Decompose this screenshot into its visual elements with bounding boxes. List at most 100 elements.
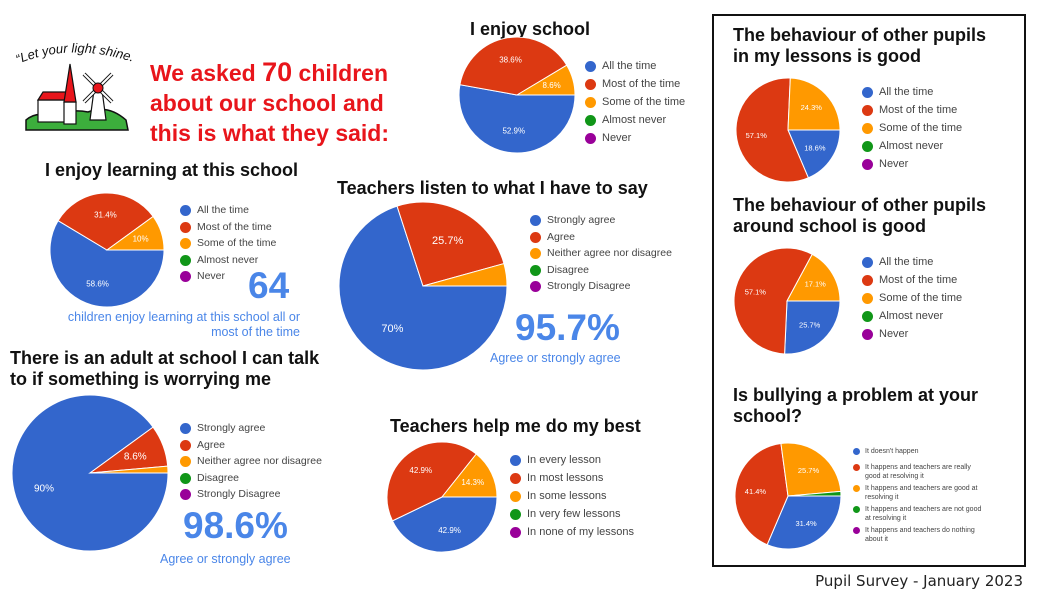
- slice-label: 8.6%: [543, 81, 561, 90]
- legend-dot-icon: [530, 281, 541, 292]
- headline-count: 70: [262, 57, 293, 87]
- legend-dot-icon: [862, 293, 873, 304]
- legend-label: Agree: [197, 438, 226, 451]
- legend-label: Never: [879, 328, 909, 340]
- legend-label: It doesn't happen: [865, 448, 919, 455]
- legend-item: Disagree: [530, 264, 672, 281]
- stat-caption: Agree or strongly agree: [490, 351, 621, 365]
- legend-label: Some of the time: [879, 292, 963, 304]
- legend-label: Disagree: [197, 471, 240, 484]
- chart-title: Is bullying a problem at your school?: [733, 385, 978, 427]
- pie-slice-1: [766, 495, 841, 549]
- chart-title: The behaviour of other pupils around sch…: [733, 195, 986, 237]
- legend-label: Agree: [547, 230, 576, 243]
- chart-title: I enjoy school: [470, 19, 591, 39]
- legend-label: In some lessons: [527, 490, 607, 502]
- legend-item: Never: [585, 132, 685, 150]
- legend-label: Strongly agree: [197, 422, 266, 434]
- legend-dot-icon: [862, 105, 873, 116]
- pie-slice-2: [396, 202, 505, 287]
- legend-label: It happens and teachers do nothing about…: [865, 527, 975, 543]
- chart-title-line: The behaviour of other pupils: [733, 25, 987, 45]
- pie-chart-adult-to-talk-to: 90% 8.6%: [12, 395, 168, 551]
- legend-item: Neither agree nor disagree: [180, 455, 322, 472]
- chart-title: I enjoy learning at this school: [45, 160, 299, 180]
- legend-label: Most of the time: [879, 274, 958, 286]
- legend-item: Most of the time: [862, 274, 962, 292]
- legend-item: Never: [862, 328, 962, 346]
- legend-label: Most of the time: [197, 220, 272, 233]
- legend-label: Most of the time: [879, 104, 958, 116]
- slice-label: 38.6%: [499, 55, 522, 64]
- chart-title: There is an adult at school I can talk t…: [10, 348, 319, 390]
- legend-label: It happens and teachers are really good …: [865, 464, 971, 480]
- legend-item: In none of my lessons: [510, 526, 634, 544]
- stat-value: 64: [248, 265, 290, 306]
- chart-title-line: around school is good: [733, 216, 926, 236]
- legend-item: Agree: [530, 231, 672, 248]
- pie-chart-behaviour-around-school: 25.7% 57.1% 17.1%: [734, 248, 840, 354]
- legend-label: All the time: [879, 256, 934, 268]
- legend-item: It happens and teachers are good at reso…: [853, 484, 988, 502]
- slice-label: 57.1%: [746, 131, 768, 140]
- legend-label: In none of my lessons: [527, 526, 635, 538]
- legend-dot-icon: [530, 248, 541, 259]
- legend-item: Most of the time: [862, 104, 962, 122]
- legend-dot-icon: [180, 439, 191, 451]
- pie-slice-3: [787, 78, 840, 131]
- legend: All the time Most of the time Some of the …: [862, 256, 962, 346]
- pie-slice-2: [735, 443, 789, 546]
- slice-label: 25.7%: [432, 235, 463, 247]
- legend-item: Disagree: [180, 472, 322, 489]
- legend-item: Almost never: [862, 310, 962, 328]
- legend-label: All the time: [602, 60, 657, 72]
- stat-caption: Agree or strongly agree: [160, 552, 291, 566]
- legend-label: It happens and teachers are good at reso…: [865, 485, 978, 501]
- pie-slice-1: [50, 219, 164, 307]
- slice-label: 90%: [34, 483, 54, 494]
- legend-dot-icon: [862, 329, 873, 340]
- legend: All the time Most of the time Some of the …: [862, 86, 962, 176]
- legend-dot-icon: [585, 97, 596, 108]
- legend-item: All the time: [862, 256, 962, 274]
- legend-dot-icon: [862, 123, 873, 134]
- legend-dot-icon: [510, 509, 521, 520]
- legend-dot-icon: [585, 79, 596, 90]
- pie-slice-3: [786, 253, 840, 302]
- legend-dot-icon: [862, 275, 873, 286]
- pie-slice-3: [780, 443, 841, 497]
- slice-label: 31.4%: [94, 210, 117, 219]
- headline-text: this is what they said:: [150, 120, 389, 146]
- legend-label: Some of the time: [879, 122, 963, 134]
- legend-label: In very few lessons: [527, 508, 621, 520]
- pie-slice-2: [736, 78, 810, 182]
- legend-item: Neither agree nor disagree: [530, 247, 672, 264]
- legend-label: In most lessons: [527, 472, 604, 484]
- headline: We asked 70 children about our school an…: [150, 57, 389, 148]
- slice-label: 10%: [133, 235, 149, 244]
- legend-dot-icon: [180, 271, 191, 282]
- legend-item: All the time: [585, 60, 685, 78]
- legend-dot-icon: [853, 485, 860, 492]
- legend-dot-icon: [530, 264, 541, 276]
- slice-label: 25.7%: [798, 466, 820, 475]
- slice-label: 57.1%: [745, 288, 767, 297]
- legend-label: It happens and teachers are not good at …: [865, 506, 982, 522]
- legend-item: It happens and teachers are not good at …: [853, 505, 988, 523]
- legend-label: Never: [197, 270, 226, 282]
- slice-label: 31.4%: [795, 519, 817, 528]
- headline-text: children: [292, 60, 388, 86]
- slice-label: 70%: [381, 323, 403, 335]
- legend-item: Most of the time: [585, 78, 685, 96]
- pie-slice-1: [787, 129, 840, 179]
- legend-label: Almost never: [602, 114, 667, 126]
- legend-item: Never: [180, 270, 276, 287]
- slice-label: 18.6%: [804, 143, 826, 152]
- legend-label: All the time: [197, 204, 249, 216]
- pie-chart-teachers-listen: 70% 25.7%: [339, 202, 507, 370]
- chart-title-line: school?: [733, 406, 803, 426]
- legend-dot-icon: [585, 133, 596, 144]
- chart-title: Teachers listen to what I have to say: [337, 178, 648, 198]
- stat-caption: children enjoy learning at this school a…: [67, 310, 300, 339]
- legend: Strongly agree Agree Neither agree nor dis…: [530, 214, 672, 297]
